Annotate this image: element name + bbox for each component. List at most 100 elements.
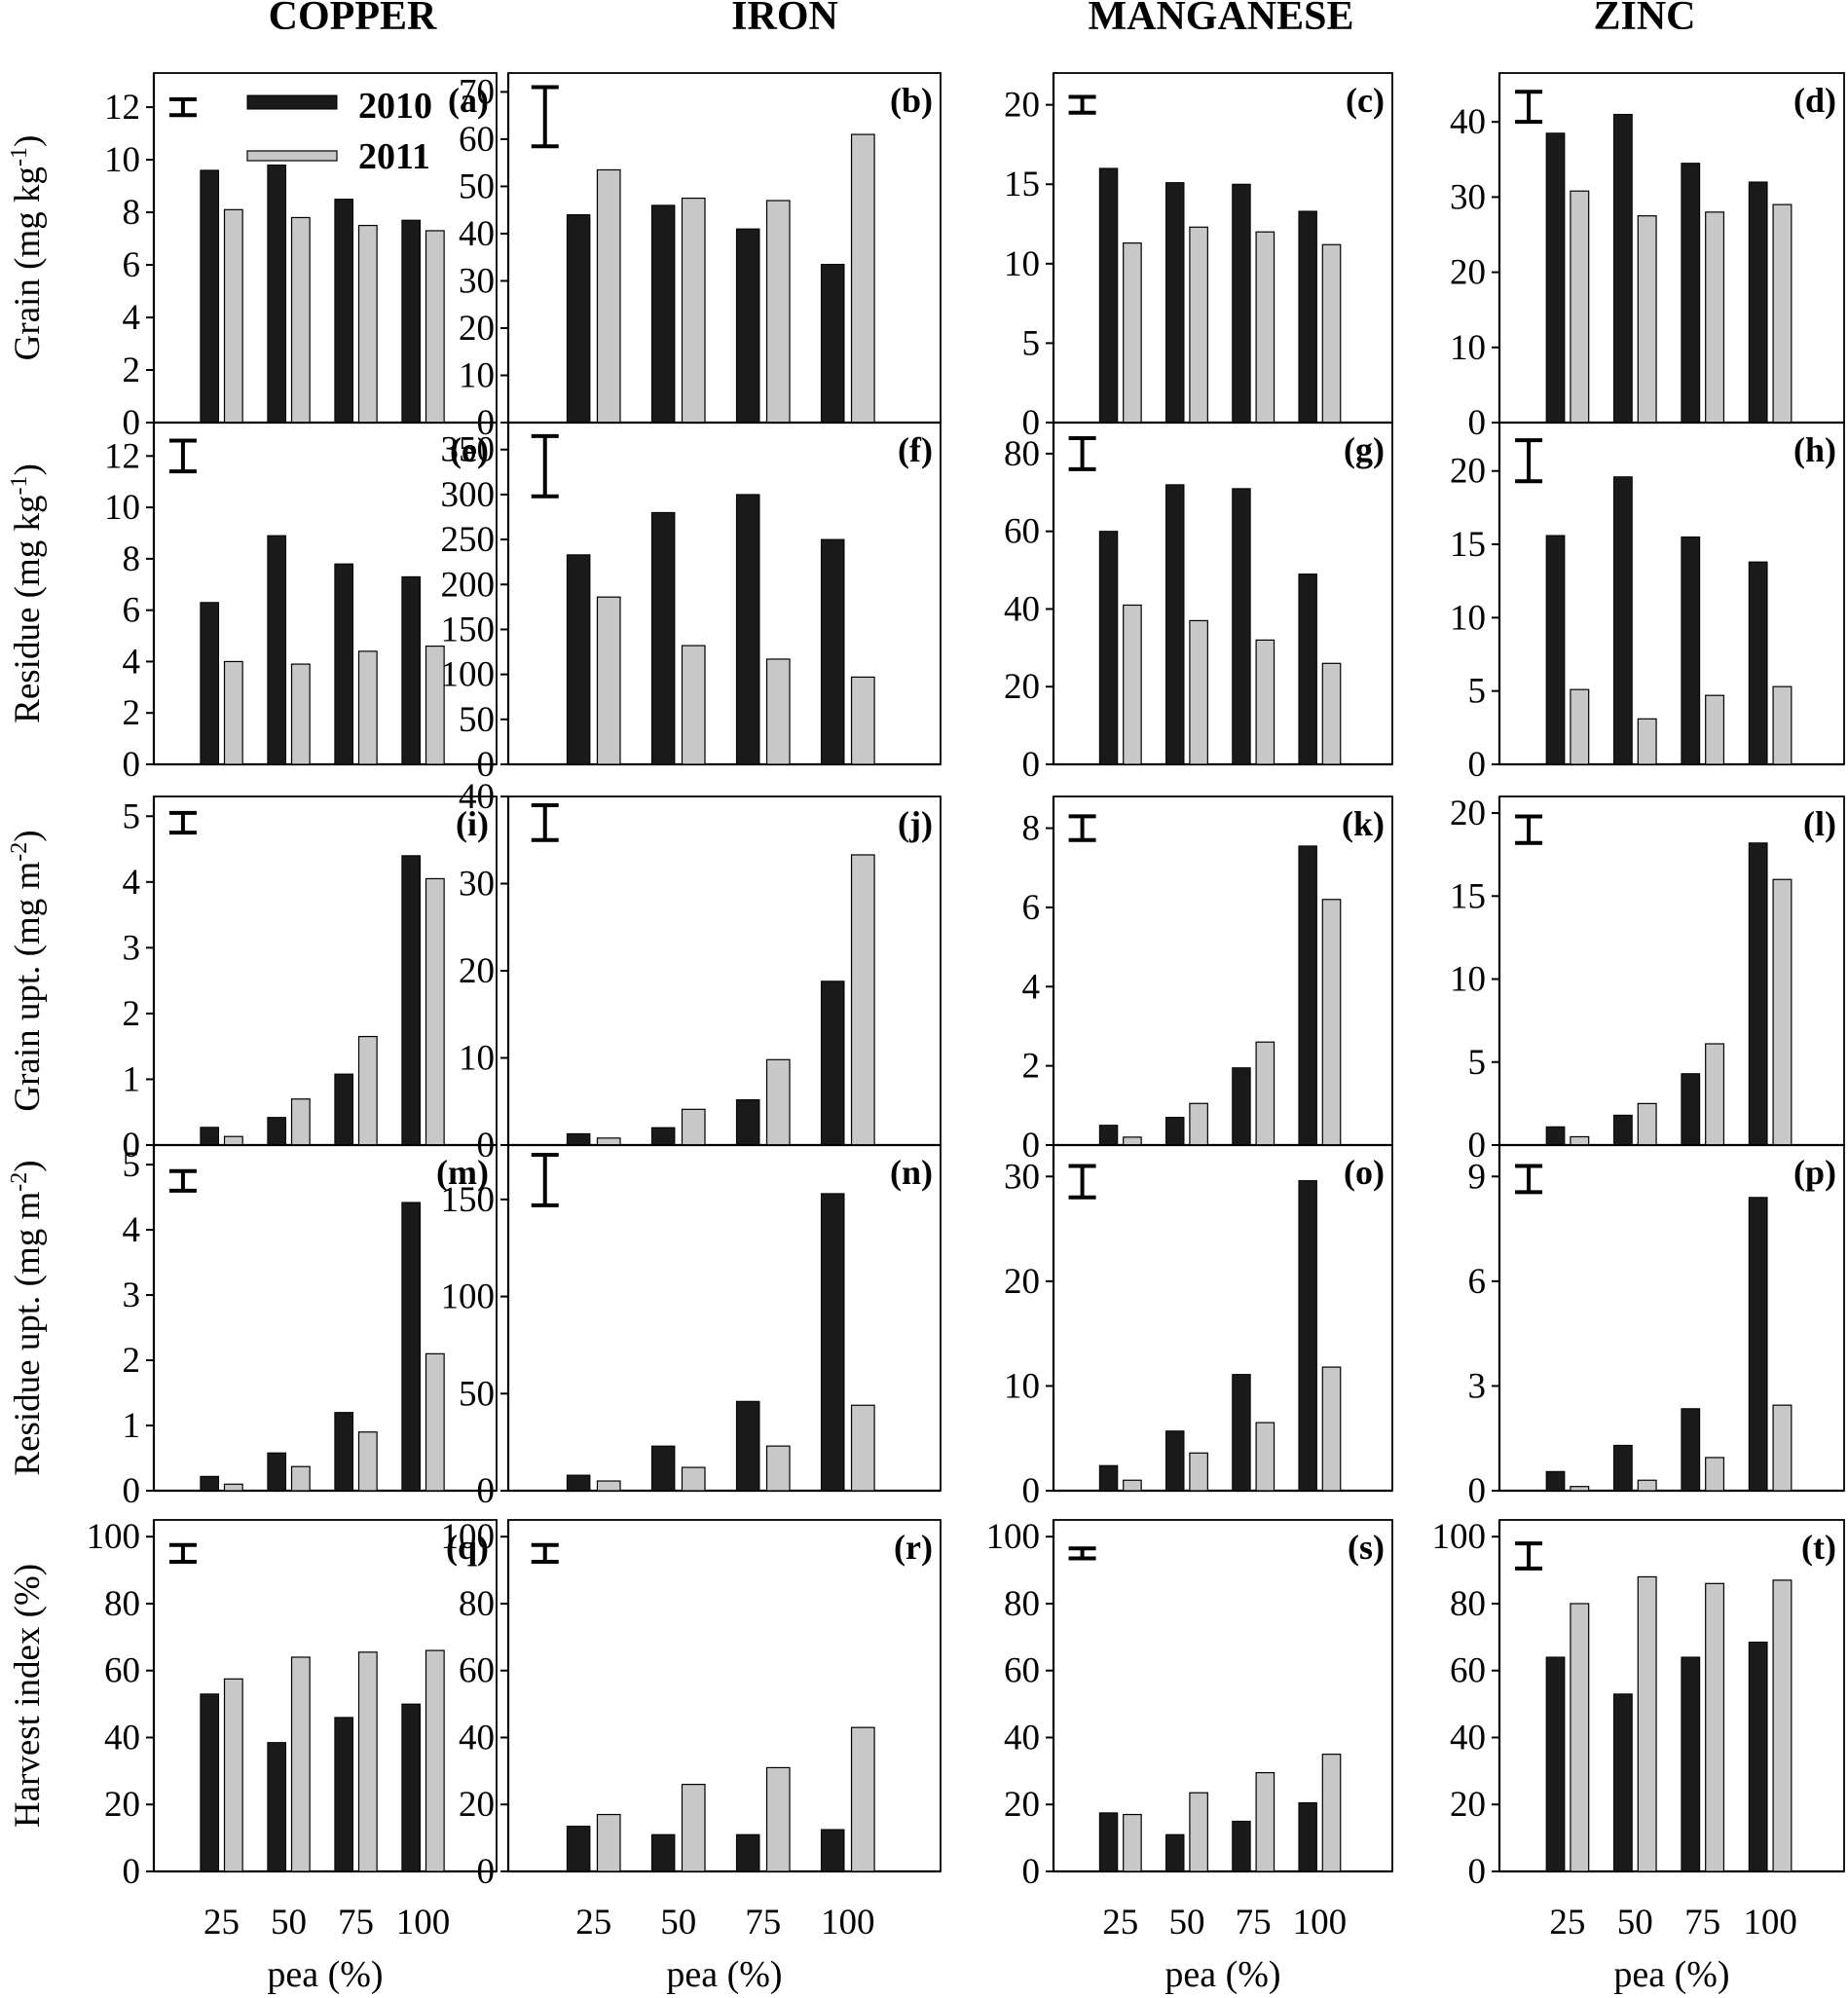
bar-2010-100 bbox=[401, 219, 422, 424]
y-tick-label: 0 bbox=[123, 1471, 141, 1511]
legend-label-2010: 2010 bbox=[358, 86, 432, 127]
y-tick-label: 60 bbox=[1450, 1651, 1486, 1691]
bar-2011-100 bbox=[1772, 204, 1793, 424]
y-tick-label: 20 bbox=[459, 951, 495, 991]
y-tick-label: 100 bbox=[1432, 1517, 1487, 1557]
y-tick-label: 40 bbox=[459, 214, 495, 254]
bar-2010-50 bbox=[267, 164, 287, 424]
bar-2011-25 bbox=[1570, 688, 1590, 765]
bar-2010-75 bbox=[1232, 1374, 1251, 1492]
bar-2011-25 bbox=[1570, 190, 1590, 424]
bar-2011-25 bbox=[1123, 604, 1142, 765]
legend: 2010 2011 bbox=[246, 86, 432, 177]
row-title-main: Grain upt. (mg m bbox=[8, 861, 48, 1111]
row-title-superscript: -2 bbox=[7, 1172, 32, 1192]
bar-2010-75 bbox=[1232, 488, 1251, 765]
bar-2010-100 bbox=[1298, 574, 1317, 765]
bar-2010-100 bbox=[1298, 1180, 1317, 1492]
panel-f: 0 50 100 150 200 250 300 350 (f) bbox=[441, 422, 942, 785]
bar-2011-50 bbox=[681, 1784, 706, 1872]
bar-2011-100 bbox=[1772, 1579, 1793, 1872]
bar-2011-25 bbox=[1123, 1479, 1142, 1492]
panel-label: (m) bbox=[436, 1153, 489, 1192]
error-bar bbox=[1515, 438, 1543, 484]
bar-2011-50 bbox=[290, 1098, 311, 1146]
panel-label: (f) bbox=[898, 430, 933, 469]
bar-2010-100 bbox=[1748, 1197, 1768, 1492]
y-tick-label: 0 bbox=[477, 1852, 496, 1892]
y-tick-label: 0 bbox=[123, 745, 141, 785]
y-tick-label: 12 bbox=[104, 436, 140, 476]
x-axis-title: pea (%) bbox=[666, 1954, 782, 1995]
bar-2010-50 bbox=[1165, 182, 1185, 424]
row-title-main: Harvest index (%) bbox=[8, 1564, 48, 1828]
y-tick-label: 30 bbox=[459, 261, 495, 301]
bar-2011-50 bbox=[290, 663, 311, 765]
bar-2011-25 bbox=[223, 208, 243, 424]
panel-frame bbox=[507, 1519, 942, 1872]
y-tick-label: 6 bbox=[123, 591, 141, 631]
x-axis-titles: pea (%) pea (%) pea (%) pea (%) bbox=[267, 1954, 1729, 1995]
y-tick-label: 5 bbox=[1022, 323, 1041, 363]
y-tick-label: 80 bbox=[1450, 1584, 1486, 1624]
y-tick-label: 20 bbox=[1004, 667, 1040, 707]
bar-2011-50 bbox=[1189, 1792, 1208, 1872]
y-tick-label: 20 bbox=[459, 309, 495, 349]
bar-2010-50 bbox=[650, 1127, 676, 1146]
y-tick-label: 30 bbox=[1450, 177, 1486, 217]
bar-2010-75 bbox=[735, 1833, 760, 1872]
panel-s: 0 20 40 60 80 100 (s) 25 50 75 100 bbox=[986, 1517, 1393, 1942]
y-tick-label: 40 bbox=[1004, 1718, 1040, 1758]
bar-2011-25 bbox=[223, 1678, 243, 1872]
y-tick-label: 30 bbox=[1004, 1157, 1040, 1197]
bar-2010-100 bbox=[1748, 181, 1768, 424]
panel-label: (c) bbox=[1346, 81, 1385, 120]
bar-2011-75 bbox=[765, 1445, 791, 1492]
bar-2010-75 bbox=[334, 199, 354, 424]
bar-2010-100 bbox=[820, 263, 845, 424]
y-tick-label: 2 bbox=[123, 693, 141, 733]
error-bar bbox=[1515, 814, 1543, 845]
panel-r: 0 20 40 60 80 100 (r) 25 50 75 100 bbox=[441, 1517, 942, 1942]
bar-2011-25 bbox=[1123, 1813, 1142, 1872]
bar-2010-50 bbox=[267, 535, 287, 765]
bar-2011-75 bbox=[357, 1651, 378, 1872]
bar-2011-100 bbox=[1321, 1366, 1342, 1492]
bar-2011-75 bbox=[765, 200, 791, 424]
y-tick-label: 15 bbox=[1450, 525, 1486, 565]
y-tick-label: 30 bbox=[459, 865, 495, 905]
bar-2010-50 bbox=[650, 1833, 676, 1872]
x-tick-label: 75 bbox=[1236, 1903, 1272, 1942]
x-tick-label: 25 bbox=[203, 1903, 240, 1942]
x-tick-label: 100 bbox=[1743, 1903, 1797, 1942]
error-bar bbox=[168, 96, 197, 118]
bar-2010-25 bbox=[200, 1475, 220, 1492]
bar-2010-100 bbox=[1748, 1641, 1768, 1872]
bar-2010-75 bbox=[334, 1412, 354, 1492]
bar-2011-25 bbox=[596, 596, 621, 765]
bar-2010-50 bbox=[1613, 1444, 1633, 1492]
panel-label: (g) bbox=[1344, 430, 1385, 469]
bar-2011-50 bbox=[1637, 215, 1657, 424]
bar-2010-100 bbox=[401, 1703, 422, 1872]
x-tick-label: 50 bbox=[271, 1903, 307, 1942]
error-bar bbox=[531, 1542, 559, 1564]
error-bar bbox=[531, 433, 559, 499]
bar-2011-75 bbox=[1705, 1043, 1725, 1146]
error-bar bbox=[1068, 1164, 1096, 1200]
y-tick-label: 0 bbox=[1022, 1471, 1041, 1511]
bar-2010-100 bbox=[820, 538, 845, 765]
bar-2010-50 bbox=[1613, 476, 1633, 765]
y-tick-label: 10 bbox=[104, 488, 140, 528]
y-tick-label: 5 bbox=[1468, 672, 1487, 712]
y-tick-label: 12 bbox=[104, 88, 140, 128]
bar-2010-100 bbox=[1298, 210, 1317, 424]
panel-label: (d) bbox=[1793, 81, 1836, 120]
bar-2010-100 bbox=[1298, 1802, 1317, 1872]
bar-2010-100 bbox=[401, 855, 422, 1146]
bar-2010-75 bbox=[735, 494, 760, 765]
row-title-main: Residue upt. (mg m bbox=[8, 1192, 48, 1476]
